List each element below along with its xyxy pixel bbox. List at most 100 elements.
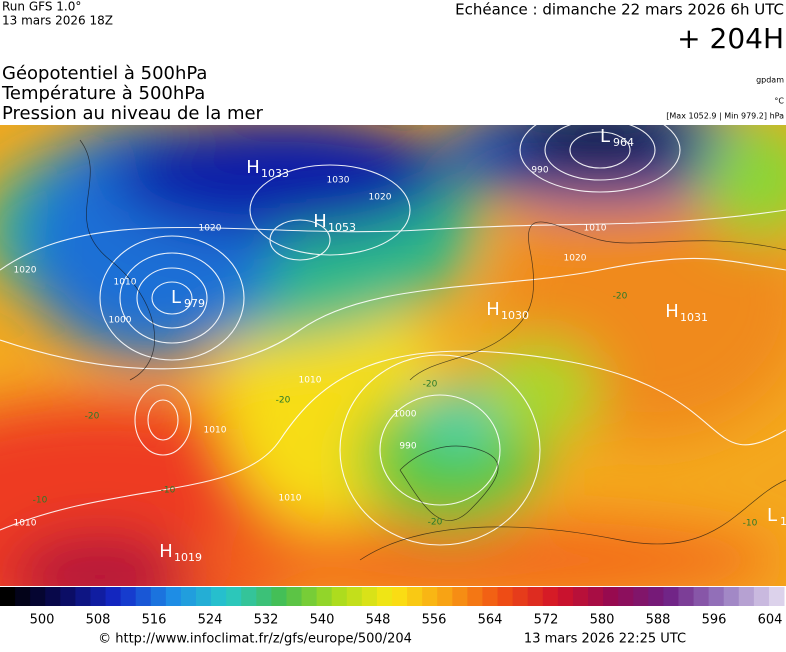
contour-label: -10	[161, 486, 176, 496]
colorbar-swatch	[15, 587, 31, 606]
colorbar-label: 556	[422, 613, 447, 628]
colorbar-swatch	[437, 587, 453, 606]
colorbar-swatch	[392, 587, 408, 606]
colorbar-swatch	[196, 587, 212, 606]
center-type: H	[665, 301, 679, 322]
colorbar-swatch	[557, 587, 574, 606]
contour-label: -20	[85, 412, 100, 422]
center-value: 964	[613, 136, 634, 149]
contour-label: 1010	[299, 376, 322, 386]
center-type: H	[486, 299, 500, 320]
unit: gpdam	[756, 76, 784, 85]
colorbar-swatch	[60, 587, 76, 606]
colorbar-swatch	[75, 587, 91, 606]
contour-label: 1010	[279, 494, 302, 504]
colorbar-label: 508	[86, 613, 111, 628]
colorbar-swatch	[286, 587, 303, 606]
colorbar-swatch	[663, 587, 679, 606]
colorbar-swatch	[180, 587, 197, 606]
contour-label: -10	[743, 519, 758, 529]
colorbar-label: 588	[646, 613, 671, 628]
colorbar-swatch	[90, 587, 107, 606]
colorbar-swatch	[512, 587, 529, 606]
colorbar-label: 580	[590, 613, 615, 628]
center-value: 979	[184, 297, 205, 310]
colorbar-swatch	[588, 587, 604, 606]
colorbar-swatch	[211, 587, 227, 606]
contour-label: -10	[33, 496, 48, 506]
colorbar-swatch	[165, 587, 182, 606]
colorbar-swatch	[105, 587, 122, 606]
run-date: 13 mars 2026 18Z	[2, 14, 113, 28]
generated-time: 13 mars 2026 22:25 UTC	[524, 632, 686, 647]
colorbar-swatch	[45, 587, 61, 606]
colorbar-swatch	[497, 587, 514, 606]
unit: °C	[774, 97, 784, 106]
lead-time: + 204H	[677, 22, 784, 55]
colorbar-swatch	[648, 587, 664, 606]
colorbar-swatch	[316, 587, 333, 606]
contour-label: 1020	[369, 193, 392, 203]
colorbar-swatch	[542, 587, 559, 606]
echeance: Echéance : dimanche 22 mars 2026 6h UTC	[455, 1, 784, 19]
colorbar-swatch	[407, 587, 423, 606]
colorbar-label: 604	[758, 613, 783, 628]
colorbar-swatch	[768, 587, 785, 606]
map	[0, 125, 786, 586]
contour-label: 1000	[394, 410, 417, 420]
contour-label: 1000	[109, 316, 132, 326]
colorbar-swatch	[376, 587, 393, 606]
colorbar-swatch	[482, 587, 499, 606]
contour-label: 990	[399, 442, 416, 452]
colorbar-label: 572	[534, 613, 559, 628]
center-type: H	[159, 541, 173, 562]
colorbar-swatch	[361, 587, 378, 606]
colorbar-swatch	[618, 587, 634, 606]
contour-label: 1020	[199, 224, 222, 234]
colorbar-swatch	[256, 587, 272, 606]
run: Run GFS 1.0°	[2, 0, 81, 14]
layer-title: Température à 500hPa	[1, 83, 205, 104]
center-value: 1031	[680, 311, 708, 324]
colorbar-label: 532	[254, 613, 279, 628]
colorbar-swatch	[331, 587, 348, 606]
contour-label: -20	[423, 380, 438, 390]
colorbar-label: 524	[198, 613, 223, 628]
contour-label: 990	[531, 166, 548, 176]
colorbar-swatch	[150, 587, 167, 606]
center-type: L	[171, 287, 181, 308]
center-value: 1	[780, 515, 786, 528]
colorbar-swatch	[603, 587, 619, 606]
colorbar-swatch	[0, 587, 16, 606]
colorbar-swatch	[633, 587, 649, 606]
contour-label: 1010	[584, 224, 607, 234]
contour-label: 1020	[14, 266, 37, 276]
colorbar-label: 540	[310, 613, 335, 628]
colorbar-swatch	[120, 587, 137, 606]
colorbar-swatch	[422, 587, 438, 606]
center-value: 1019	[174, 551, 202, 564]
unit: [Max 1052.9 | Min 979.2] hPa	[666, 112, 784, 121]
colorbar-swatch	[693, 587, 710, 606]
colorbar-swatch	[301, 587, 318, 606]
center-value: 1030	[501, 309, 529, 322]
colorbar-swatch	[738, 587, 755, 606]
colorbar-swatch	[572, 587, 589, 606]
layer-title: Pression au niveau de la mer	[2, 103, 264, 124]
contour-label: -20	[613, 292, 628, 302]
colorbar-swatch	[708, 587, 725, 606]
colorbar-swatch	[723, 587, 740, 606]
center-type: H	[246, 157, 260, 178]
contour-label: 1010	[114, 278, 137, 288]
colorbar-swatch	[678, 587, 695, 606]
layer-title: Géopotentiel à 500hPa	[2, 63, 207, 84]
colorbar-swatch	[30, 587, 46, 606]
colorbar-swatch	[467, 587, 483, 606]
colorbar-swatch	[271, 587, 287, 606]
colorbar-swatch	[753, 587, 770, 606]
center-type: H	[313, 211, 327, 232]
colorbar: 500 508 516 524 532 540 548 556 564 572 580 588 596 6…	[0, 587, 785, 628]
contour-label: 1010	[204, 426, 227, 436]
